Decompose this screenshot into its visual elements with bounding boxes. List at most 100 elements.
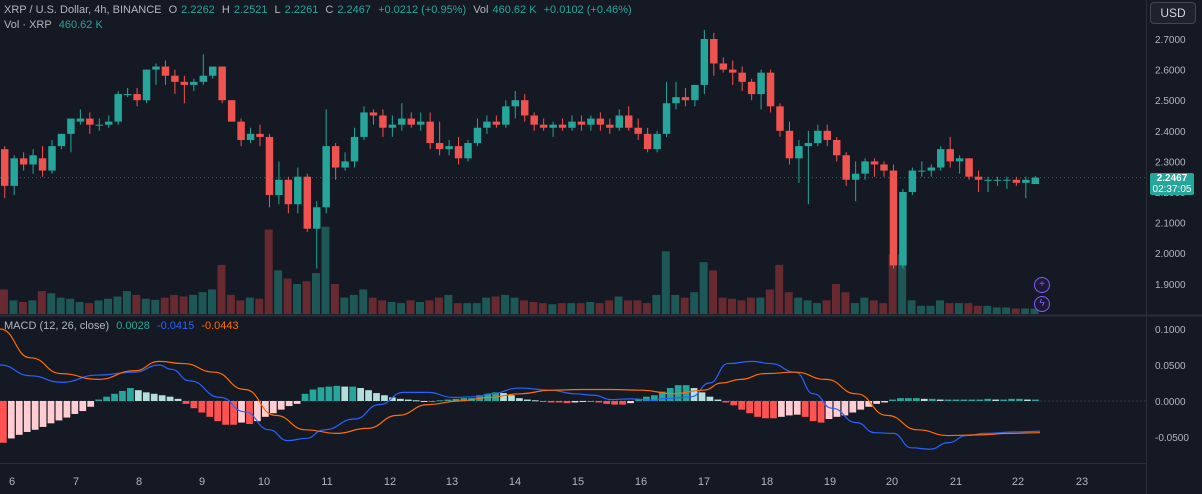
price-tick-label: 2.1000 — [1155, 219, 1186, 230]
volume-bar — [992, 307, 1001, 314]
volume-bar — [397, 303, 406, 314]
candle-body — [398, 118, 406, 125]
macd-histogram-bar — [452, 398, 460, 401]
volume-bar — [340, 297, 349, 314]
macd-histogram-bar — [658, 391, 666, 401]
volume-bar — [416, 302, 424, 314]
time-axis-label: 16 — [635, 476, 647, 488]
macd-histogram-bar — [531, 400, 539, 402]
volume-bar — [302, 281, 311, 314]
volume-bar — [482, 297, 491, 314]
volume-bar — [491, 296, 500, 314]
volume-bar — [661, 251, 670, 314]
candle-body — [861, 161, 869, 174]
macd-line-value: -0.0415 — [156, 320, 195, 332]
candle-body — [19, 158, 28, 165]
macd-histogram-bar — [119, 390, 126, 401]
macd-histogram-bar — [563, 401, 571, 404]
candle-body — [851, 173, 860, 180]
macd-histogram-bar — [865, 401, 873, 407]
macd-histogram-bar — [516, 398, 523, 401]
time-axis-label: 19 — [824, 476, 836, 488]
plus-circle-icon[interactable]: + — [1034, 277, 1050, 293]
volume-bar — [104, 298, 112, 314]
volume-bar — [378, 300, 387, 314]
candle-body — [568, 121, 576, 128]
volume-bar — [264, 229, 273, 314]
change-value: +0.0212 (+0.95%) — [378, 4, 467, 16]
macd-histogram-bar — [190, 401, 198, 409]
time-axis-label: 20 — [886, 476, 898, 488]
macd-histogram-bar — [500, 393, 507, 401]
volume-bar — [765, 289, 774, 314]
volume-bar — [652, 294, 661, 314]
candle-body — [265, 136, 274, 196]
macd-histogram-bar — [793, 401, 801, 415]
volume-bar — [28, 300, 37, 314]
candle-body — [256, 133, 264, 137]
candle-body — [747, 81, 756, 95]
macd-histogram-bar — [944, 399, 952, 401]
macd-tick-label: -0.0500 — [1155, 433, 1189, 444]
volume-bar — [803, 300, 812, 314]
macd-histogram-bar — [912, 398, 920, 401]
volume-bar — [217, 264, 226, 314]
candle-body — [889, 170, 898, 266]
volume-bar — [85, 303, 94, 314]
candle-body — [700, 39, 709, 85]
time-axis-label: 10 — [258, 476, 270, 488]
volume-bar — [359, 289, 368, 314]
volume-bar — [850, 303, 859, 314]
lightning-circle-icon[interactable]: ϟ — [1034, 296, 1050, 312]
macd-histogram-bar — [134, 390, 142, 401]
macd-histogram-bar — [539, 401, 547, 402]
candle-body — [729, 69, 737, 73]
candle-body — [530, 115, 538, 125]
volume-bar — [9, 300, 18, 314]
candle-body — [105, 121, 113, 125]
macd-histogram-bar — [55, 401, 63, 421]
candle-body — [67, 118, 75, 134]
candle-body — [870, 161, 879, 165]
macd-histogram-bar — [754, 401, 761, 417]
candle-body — [615, 115, 623, 128]
volume-bar — [936, 300, 944, 314]
last-price-tag: 2.2467 02:37:05 — [1150, 173, 1194, 195]
candle-body — [180, 81, 189, 85]
price-tick-label: 2.3000 — [1155, 157, 1186, 168]
macd-histogram-bar — [984, 398, 992, 401]
volume-bar — [66, 298, 75, 314]
candle-body — [785, 130, 794, 159]
volume-bar — [189, 294, 198, 314]
volume-bar — [226, 294, 235, 314]
macd-histogram-bar — [714, 399, 722, 401]
candle-body — [95, 124, 103, 126]
candle-body — [643, 133, 652, 150]
volume-bar — [94, 300, 103, 314]
macd-histogram-bar — [127, 388, 134, 401]
macd-histogram-bar — [412, 400, 420, 402]
macd-histogram-bar — [905, 398, 912, 401]
candle-body — [596, 118, 605, 125]
macd-histogram-bar — [317, 387, 325, 401]
macd-histogram-bar — [579, 401, 587, 402]
candle-body — [681, 97, 690, 101]
candle-body — [549, 124, 557, 128]
candle-body — [369, 112, 378, 116]
candle-body — [691, 84, 699, 101]
volume-bar — [898, 254, 907, 314]
macd-histogram-bar — [936, 399, 944, 401]
volume-bar — [954, 303, 963, 314]
volume-bar — [699, 262, 708, 314]
volume-bar — [387, 302, 396, 314]
candle-body — [209, 66, 217, 76]
candle-body — [776, 106, 784, 131]
macd-histogram-bar — [976, 399, 984, 401]
volume-bar — [841, 292, 850, 314]
volume-bar — [0, 289, 8, 314]
currency-button[interactable]: USD — [1150, 2, 1196, 24]
time-axis-label: 12 — [384, 476, 396, 488]
macd-histogram-bar — [770, 401, 777, 419]
volume-bar — [728, 298, 736, 314]
